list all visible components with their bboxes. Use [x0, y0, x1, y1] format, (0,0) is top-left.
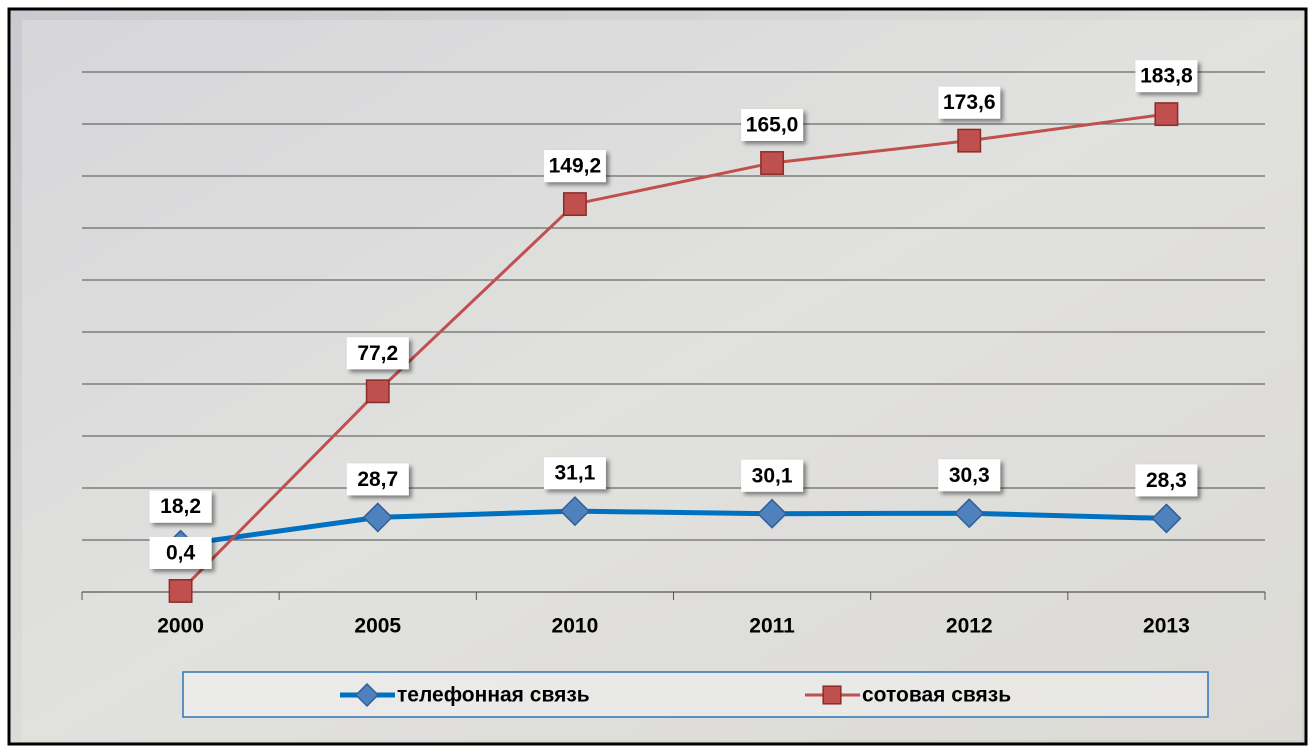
value-label: 18,2 — [160, 495, 201, 518]
plot-background — [22, 20, 1302, 740]
value-label: 173,6 — [943, 91, 996, 114]
value-label: 30,3 — [949, 464, 990, 487]
value-label: 77,2 — [357, 342, 398, 365]
legend-label: телефонная связь — [397, 684, 590, 707]
x-tick-label: 2005 — [354, 615, 401, 638]
x-tick-label: 2010 — [552, 615, 599, 638]
value-label: 0,4 — [166, 542, 196, 565]
x-tick-label: 2011 — [749, 615, 795, 638]
value-label: 183,8 — [1140, 65, 1193, 88]
marker-square — [823, 686, 841, 704]
legend-box — [183, 672, 1208, 717]
marker-square — [958, 129, 980, 151]
marker-square — [761, 152, 783, 174]
value-label: 149,2 — [549, 155, 602, 178]
value-label: 165,0 — [746, 114, 799, 137]
marker-square — [169, 580, 191, 602]
x-tick-label: 2012 — [946, 615, 993, 638]
marker-square — [564, 193, 586, 215]
chart: 2000 2005 2010 2011 2012 2013 18,2 28,7 31,1 30,1… — [0, 0, 1315, 753]
value-label: 28,3 — [1146, 469, 1187, 492]
value-label: 30,1 — [752, 464, 793, 487]
legend-label: сотовая связь — [862, 684, 1011, 707]
x-tick-label: 2013 — [1143, 615, 1190, 638]
value-label: 31,1 — [554, 462, 595, 485]
value-label: 28,7 — [357, 468, 398, 491]
x-tick-label: 2000 — [157, 615, 204, 638]
marker-square — [367, 380, 389, 402]
marker-square — [1155, 103, 1177, 125]
